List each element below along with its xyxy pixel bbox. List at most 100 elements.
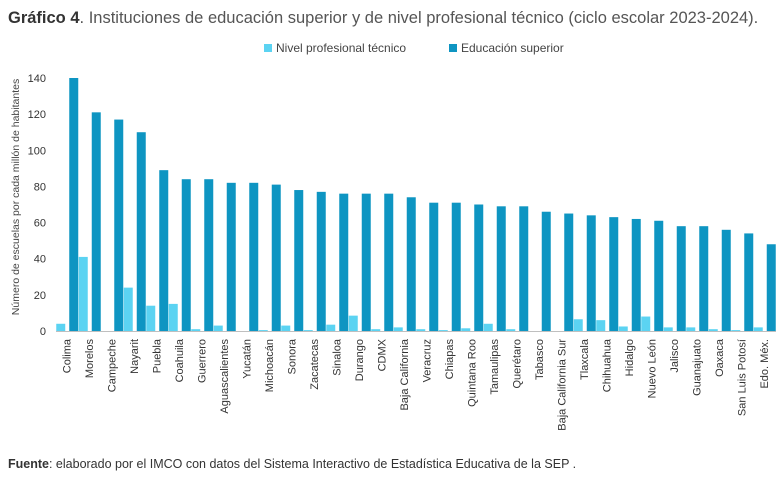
- bar-tecnico: [708, 329, 718, 331]
- x-tick-label: Sinaloa: [331, 338, 343, 376]
- bar-superior: [699, 226, 709, 331]
- bar-superior: [676, 226, 686, 331]
- bar-tecnico: [686, 327, 696, 331]
- bar-superior: [474, 204, 484, 331]
- bar-tecnico: [191, 329, 201, 331]
- x-tick-label: Chihuahua: [601, 338, 613, 392]
- bar-superior: [271, 184, 281, 331]
- bar-tecnico: [78, 256, 88, 331]
- bar-tecnico: [303, 330, 313, 331]
- x-tick-label: Jalisco: [669, 339, 681, 373]
- x-tick-label: Quintana Roo: [466, 339, 478, 407]
- y-axis-ticks: 0 20 40 60 80 100 120 140: [28, 73, 46, 338]
- x-tick-label: CDMX: [376, 338, 388, 371]
- x-tick-label: Durango: [354, 339, 366, 381]
- x-tick-label: Tabasco: [534, 339, 546, 380]
- x-tick-label: Querétaro: [511, 339, 523, 389]
- bar-superior: [496, 206, 506, 331]
- bar-superior: [586, 215, 596, 331]
- y-tick-label: 120: [28, 109, 46, 121]
- bar-tecnico: [146, 305, 156, 331]
- x-tick-label: Baja California Sur: [556, 339, 568, 431]
- y-tick-label: 60: [34, 218, 46, 230]
- bar-tecnico: [573, 319, 583, 331]
- bar-superior: [69, 78, 79, 331]
- bar-superior: [249, 182, 259, 331]
- bar-superior: [564, 213, 574, 331]
- legend-swatch: [449, 44, 457, 52]
- bar-tecnico: [348, 315, 358, 331]
- bar-superior: [181, 179, 191, 331]
- bar-superior: [631, 218, 641, 331]
- bar-superior: [316, 191, 326, 331]
- bar-tecnico: [461, 328, 471, 331]
- source-text: : elaborado por el IMCO con datos del Si…: [48, 457, 577, 471]
- x-tick-label: Guerrero: [196, 339, 208, 383]
- x-tick-label: Campeche: [106, 339, 118, 392]
- legend-swatch: [264, 44, 272, 52]
- x-tick-label: Guanajuato: [691, 339, 703, 396]
- bar-superior: [136, 132, 146, 331]
- x-tick-label: Edo. Méx.: [759, 339, 771, 389]
- bar-tecnico: [731, 330, 741, 331]
- bar-tecnico: [483, 323, 493, 331]
- bar-tecnico: [753, 327, 763, 331]
- bar-tecnico: [56, 323, 66, 331]
- bar-superior: [609, 217, 619, 331]
- bar-superior: [406, 197, 416, 331]
- x-tick-label: Nuevo León: [646, 339, 658, 398]
- y-tick-label: 20: [34, 290, 46, 302]
- x-tick-label: Puebla: [151, 338, 163, 373]
- x-tick-label: Tlaxcala: [579, 338, 591, 380]
- bar-tecnico: [326, 324, 336, 331]
- bar-tecnico: [123, 287, 133, 331]
- x-tick-label: Sonora: [286, 338, 298, 374]
- chart-legend: Nivel profesional técnico Educación super…: [264, 41, 564, 55]
- bar-superior: [114, 119, 124, 331]
- x-tick-label: Coahuila: [174, 338, 186, 382]
- bar-tecnico: [213, 325, 223, 331]
- chart-title-text: . Instituciones de educación superior y …: [79, 9, 759, 27]
- legend-label: Nivel profesional técnico: [276, 41, 406, 55]
- y-tick-label: 140: [28, 73, 46, 85]
- bar-tecnico: [663, 327, 673, 331]
- x-tick-label: Morelos: [84, 339, 96, 379]
- y-tick-label: 80: [34, 181, 46, 193]
- x-axis-ticks: Colima Morelos Campeche Nayarit Puebla Coahui…: [61, 338, 771, 431]
- bar-tecnico: [168, 303, 178, 331]
- x-tick-label: Aguascalientes: [219, 339, 231, 414]
- x-tick-label: Chiapas: [444, 339, 456, 380]
- bar-superior: [766, 244, 776, 331]
- x-tick-label: Zacatecas: [309, 339, 321, 390]
- bar-superior: [541, 211, 551, 331]
- bar-superior: [294, 190, 304, 331]
- bar-superior: [226, 182, 236, 331]
- y-tick-label: 40: [34, 254, 46, 266]
- x-tick-label: Baja California: [399, 338, 411, 410]
- x-tick-label: Yucatán: [241, 339, 253, 379]
- bar-tecnico: [393, 327, 403, 331]
- x-tick-label: Nayarit: [129, 339, 141, 374]
- x-tick-label: Tamaulipas: [489, 339, 501, 395]
- bar-superior: [744, 233, 754, 331]
- x-tick-label: Colima: [61, 338, 73, 373]
- source-note: Fuente: elaborado por el IMCO con datos …: [8, 457, 576, 471]
- chart-bars: [56, 78, 776, 331]
- bar-tecnico: [371, 329, 381, 331]
- bar-superior: [451, 202, 461, 331]
- y-axis-label: Número de escuelas por cada millón de ha…: [10, 79, 22, 315]
- source-lead: Fuente: [8, 457, 49, 471]
- bar-tecnico: [641, 316, 651, 331]
- chart-title-lead: Gráfico 4: [8, 9, 80, 27]
- bar-tecnico: [596, 320, 606, 331]
- bar-superior: [91, 112, 101, 331]
- bar-superior: [384, 193, 394, 331]
- legend-label: Educación superior: [461, 41, 564, 55]
- x-tick-label: San Luis Potosí: [736, 339, 748, 416]
- y-tick-label: 100: [28, 145, 46, 157]
- bar-superior: [429, 202, 439, 331]
- x-tick-label: Michoacán: [264, 339, 276, 392]
- x-tick-label: Hidalgo: [624, 339, 636, 376]
- bar-superior: [361, 193, 371, 331]
